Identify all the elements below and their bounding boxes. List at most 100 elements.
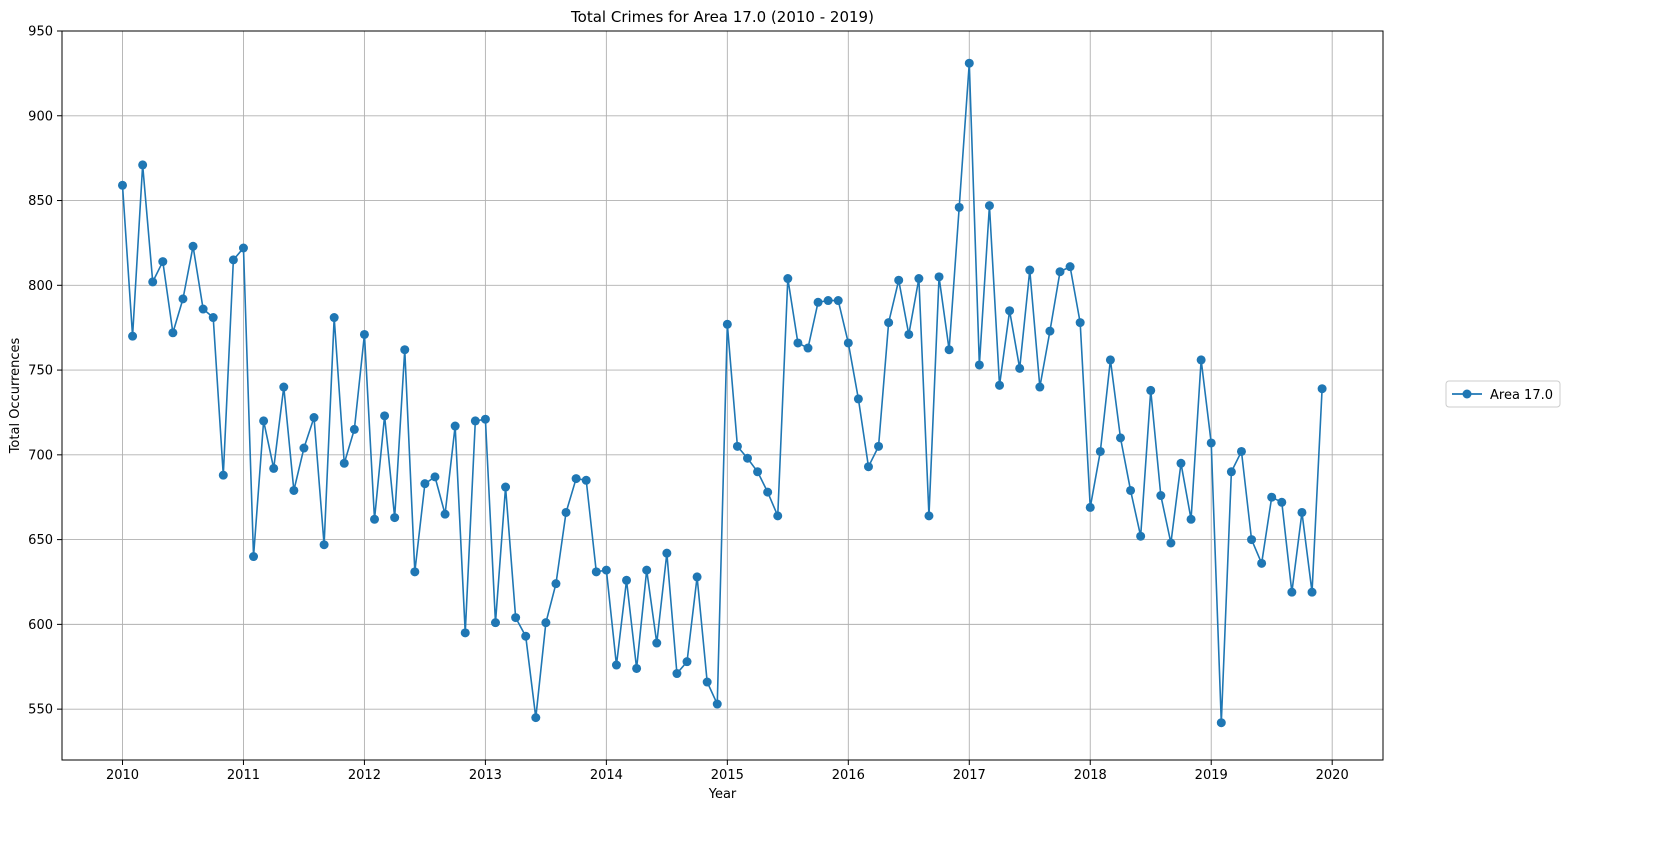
series-line <box>121 62 1323 724</box>
data-point <box>803 343 813 353</box>
data-point <box>480 414 490 424</box>
data-point <box>793 338 803 348</box>
data-point <box>753 467 763 477</box>
data-point <box>117 180 127 190</box>
data-point <box>904 329 914 339</box>
data-point <box>531 713 541 723</box>
data-point <box>722 319 732 329</box>
data-point <box>1307 587 1317 597</box>
data-point <box>1267 492 1277 502</box>
data-point <box>370 514 380 524</box>
data-point <box>259 416 269 426</box>
data-point <box>218 470 228 480</box>
data-point <box>763 487 773 497</box>
x-tick-label: 2016 <box>832 768 865 783</box>
data-point <box>732 441 742 451</box>
x-axis-ticks: 2010 2011 2012 2013 2014 2015 2016 2017 2018 2019… <box>106 760 1349 783</box>
legend: Area 17.0 <box>1445 380 1561 408</box>
data-point <box>450 421 460 431</box>
data-point <box>1136 531 1146 541</box>
chart-title: Total Crimes for Area 17.0 (2010 - 2019) <box>570 8 874 26</box>
data-point <box>823 296 833 306</box>
data-point <box>783 274 793 284</box>
data-point <box>964 58 974 68</box>
data-point <box>178 294 188 304</box>
data-point <box>1317 384 1327 394</box>
data-point <box>521 631 531 641</box>
data-point <box>662 548 672 558</box>
data-point <box>1196 355 1206 365</box>
data-point <box>652 638 662 648</box>
data-point <box>1277 497 1287 507</box>
data-point <box>490 618 500 628</box>
data-point <box>1297 507 1307 517</box>
data-point <box>833 296 843 306</box>
x-tick-label: 2012 <box>348 768 381 783</box>
y-tick-label: 700 <box>28 448 53 463</box>
data-point <box>208 313 218 323</box>
data-point <box>1226 467 1236 477</box>
data-point <box>460 628 470 638</box>
data-point <box>1126 485 1136 495</box>
data-point <box>1035 382 1045 392</box>
y-tick-label: 950 <box>28 25 53 40</box>
x-tick-label: 2010 <box>106 768 139 783</box>
data-point <box>894 275 904 285</box>
data-point <box>1247 535 1257 545</box>
data-point <box>249 552 259 562</box>
data-point <box>1025 265 1035 275</box>
y-tick-label: 800 <box>28 279 53 294</box>
data-point <box>1236 446 1246 456</box>
data-point <box>1105 355 1115 365</box>
data-point <box>188 241 198 251</box>
data-point <box>1045 326 1055 336</box>
y-tick-label: 550 <box>28 703 53 718</box>
data-point <box>954 202 964 212</box>
data-point <box>1115 433 1125 443</box>
data-point <box>228 255 238 265</box>
data-point <box>400 345 410 355</box>
data-point <box>390 513 400 523</box>
data-point <box>924 511 934 521</box>
data-point <box>1166 538 1176 548</box>
data-point <box>1216 718 1226 728</box>
data-point <box>601 565 611 575</box>
data-point <box>561 507 571 517</box>
data-point <box>339 458 349 468</box>
y-axis-label: Total Occurrences <box>8 337 23 454</box>
data-point <box>1156 491 1166 501</box>
data-point <box>329 313 339 323</box>
legend-box <box>1445 380 1561 408</box>
data-point <box>1005 306 1015 316</box>
data-point <box>430 472 440 482</box>
y-axis-ticks: 550 600 650 700 750 800 850 900 950 <box>28 25 62 718</box>
data-point <box>934 272 944 282</box>
data-point <box>672 669 682 679</box>
data-point <box>279 382 289 392</box>
data-point <box>198 304 208 314</box>
data-point <box>1055 267 1065 277</box>
data-point <box>380 411 390 421</box>
data-point <box>138 160 148 170</box>
data-point <box>158 257 168 267</box>
data-point <box>773 511 783 521</box>
data-point <box>470 416 480 426</box>
data-point <box>269 463 279 473</box>
data-point <box>551 579 561 589</box>
data-point <box>984 201 994 211</box>
data-point <box>581 475 591 485</box>
legend-marker-swatch <box>1462 389 1472 399</box>
data-point <box>1287 587 1297 597</box>
data-point <box>642 565 652 575</box>
legend-entry-label: Area 17.0 <box>1490 388 1553 403</box>
data-point <box>420 479 430 489</box>
data-point <box>743 453 752 463</box>
data-point <box>1015 363 1025 373</box>
data-point <box>591 567 601 577</box>
data-point <box>238 243 248 253</box>
x-tick-label: 2015 <box>711 768 744 783</box>
data-point <box>712 699 722 709</box>
x-tick-label: 2014 <box>590 768 623 783</box>
